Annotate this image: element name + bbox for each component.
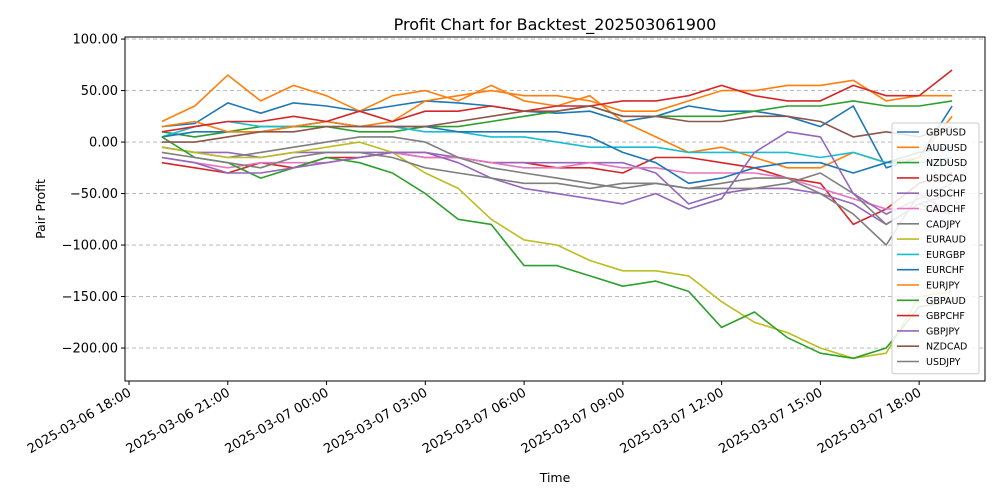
legend-box [891, 122, 980, 375]
legend-label: USDCAD [926, 173, 967, 184]
x-tick-label: 2025-03-07 18:00 [815, 385, 924, 457]
y-tick-label: −100.00 [62, 239, 118, 254]
legend-label: EURJPY [926, 281, 960, 292]
x-tick-label: 2025-03-06 21:00 [124, 385, 233, 457]
x-tick-label: 2025-03-07 03:00 [321, 385, 430, 457]
y-tick-label: 50.00 [81, 84, 118, 99]
legend-label: GBPCHF [926, 311, 965, 322]
series-line-eurchf [161, 120, 953, 185]
x-tick-label: 2025-03-07 09:00 [519, 385, 628, 457]
series-line-gbpusd [161, 100, 953, 169]
y-axis: −200.00 −150.00 −100.00 −50.00 0.00 50.00 100.… [62, 33, 125, 357]
legend-label: GBPUSD [926, 128, 966, 139]
y-tick-label: −200.00 [62, 342, 118, 357]
series-layer [161, 69, 953, 360]
legend-label: EURAUD [926, 235, 966, 246]
series-line-cadjpy [161, 136, 953, 226]
x-tick-label: 2025-03-07 12:00 [618, 385, 727, 457]
x-axis-label: Time [539, 470, 571, 485]
series-line-eurjpy [161, 79, 953, 133]
series-line-euraud [161, 141, 953, 360]
plot-frame [124, 36, 986, 382]
legend-label: EURCHF [926, 265, 964, 276]
legend-label: GBPAUD [926, 296, 966, 307]
legend-label: GBPJPY [926, 326, 960, 337]
legend-label: CADJPY [926, 219, 961, 230]
y-axis-label: Pair Profit [33, 179, 48, 239]
x-tick-label: 2025-03-07 15:00 [716, 385, 825, 457]
legend-label: USDJPY [926, 357, 961, 368]
y-tick-label: −50.00 [70, 187, 118, 202]
legend-label: USDCHF [926, 189, 966, 200]
legend-label: NZDCAD [926, 342, 967, 353]
series-line-gbpjpy [161, 131, 953, 215]
chart-title: Profit Chart for Backtest_202503061900 [394, 15, 717, 35]
legend: GBPUSD AUDUSD NZDUSD USDCAD USDCHF CADCHF CADJ… [891, 122, 980, 375]
legend-label: AUDUSD [926, 143, 967, 154]
legend-label: EURGBP [926, 250, 965, 261]
y-tick-label: −150.00 [62, 290, 118, 305]
x-tick-label: 2025-03-07 06:00 [420, 385, 529, 457]
y-tick-label: 0.00 [89, 136, 118, 151]
y-tick-label: 100.00 [73, 33, 119, 48]
series-line-usdjpy [161, 151, 953, 246]
legend-label: NZDUSD [926, 158, 967, 169]
series-line-nzdcad [161, 105, 953, 143]
x-tick-label: 2025-03-06 18:00 [25, 385, 134, 457]
legend-label: CADCHF [926, 204, 966, 215]
series-line-gbpchf [161, 69, 953, 133]
x-tick-label: 2025-03-07 00:00 [223, 385, 332, 457]
series-line-cadchf [161, 151, 953, 215]
